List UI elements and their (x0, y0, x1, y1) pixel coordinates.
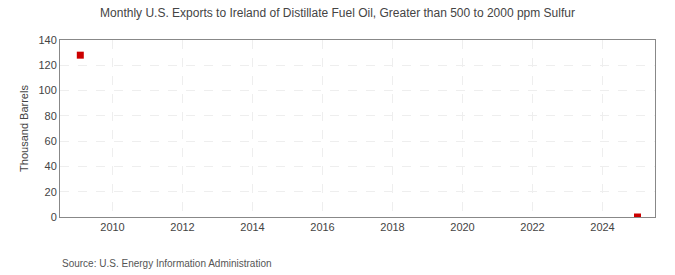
svg-text:Source: U.S. Energy Informatio: Source: U.S. Energy Information Administ… (62, 258, 272, 269)
svg-text:Monthly U.S. Exports to Irelan: Monthly U.S. Exports to Ireland of Disti… (100, 6, 575, 20)
svg-text:2014: 2014 (240, 221, 264, 233)
svg-text:2022: 2022 (520, 221, 544, 233)
svg-text:120: 120 (38, 59, 56, 71)
svg-text:2010: 2010 (100, 221, 124, 233)
svg-text:100: 100 (38, 84, 56, 96)
svg-text:140: 140 (38, 34, 56, 46)
svg-text:20: 20 (45, 186, 57, 198)
svg-text:Thousand Barrels: Thousand Barrels (18, 85, 30, 172)
svg-text:2012: 2012 (170, 221, 194, 233)
svg-text:2016: 2016 (310, 221, 334, 233)
svg-text:2018: 2018 (380, 221, 404, 233)
svg-text:80: 80 (45, 110, 57, 122)
svg-text:0: 0 (51, 211, 57, 223)
svg-text:40: 40 (45, 160, 57, 172)
svg-text:2024: 2024 (590, 221, 614, 233)
svg-text:2020: 2020 (450, 221, 474, 233)
svg-text:60: 60 (45, 135, 57, 147)
